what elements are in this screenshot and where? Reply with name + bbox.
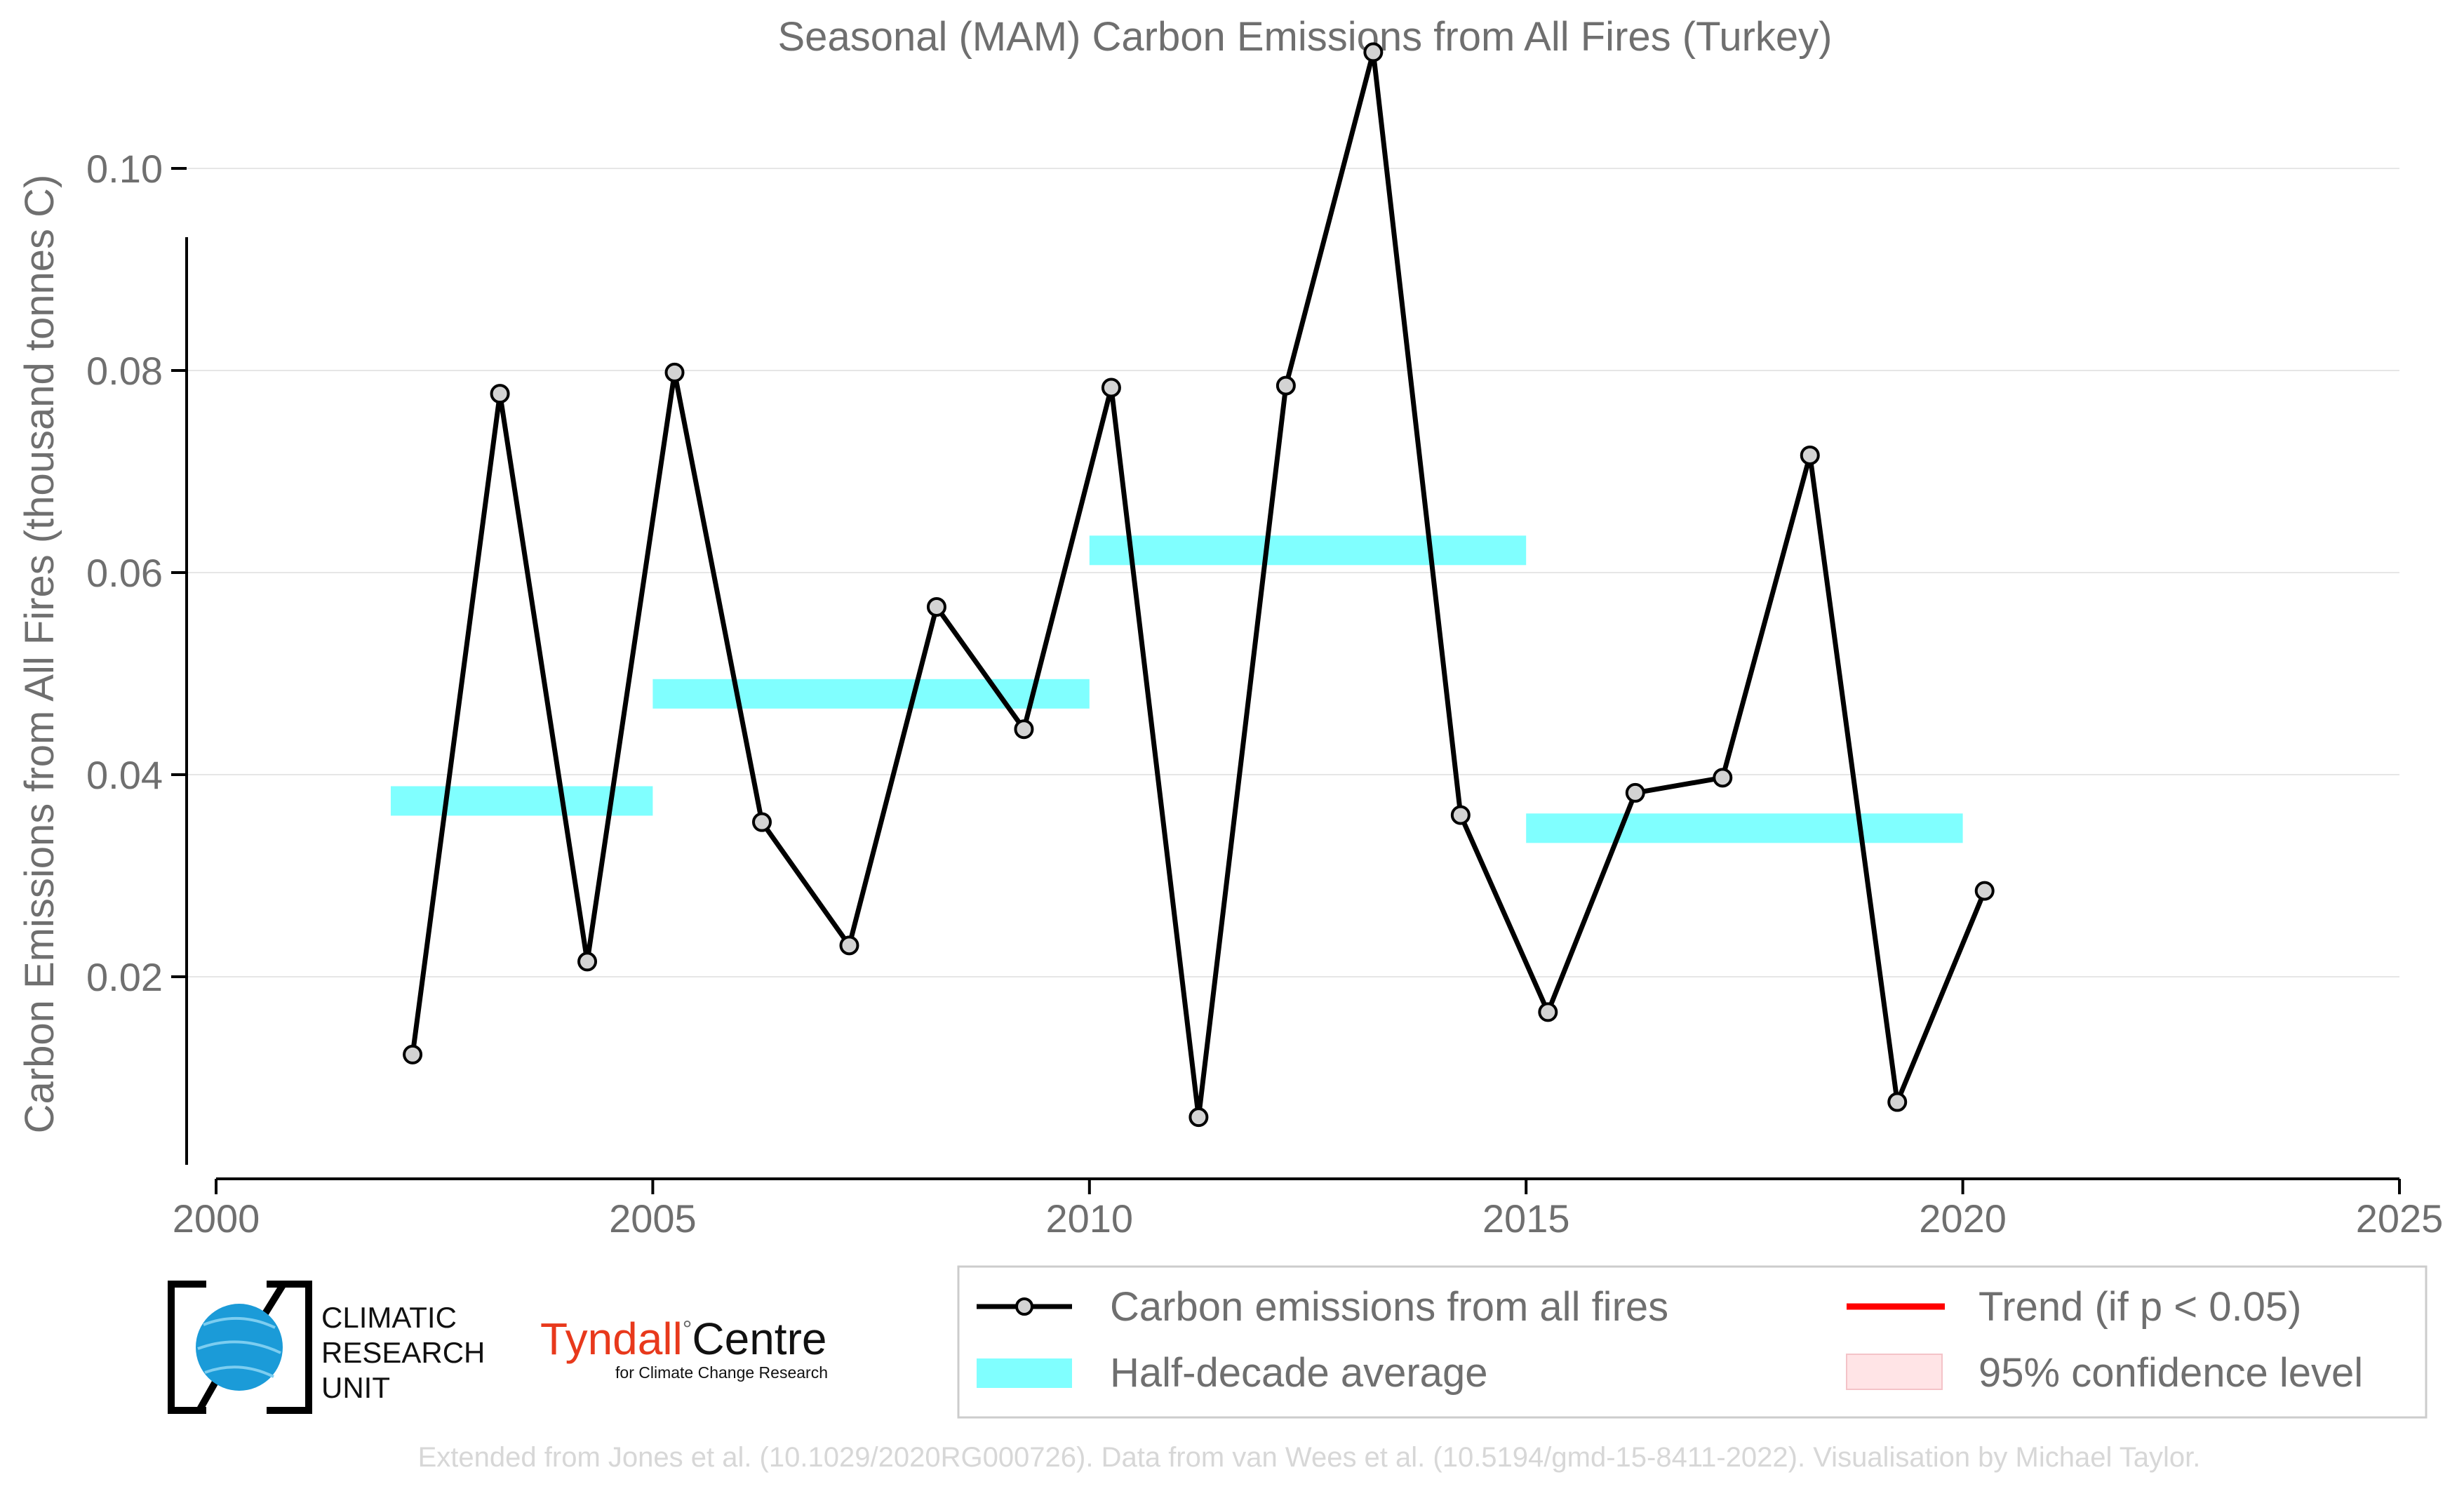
credit-footer: Extended from Jones et al. (10.1029/2020… — [418, 1442, 2201, 1473]
data-point — [403, 1044, 423, 1064]
y-axis-ticks: 0.02 0.04 0.06 0.08 0.10 — [86, 147, 187, 999]
y-tick-label: 0.04 — [86, 753, 163, 797]
legend-entry-emissions: Carbon emissions from all fires — [977, 1284, 1668, 1330]
data-point — [1275, 375, 1296, 396]
data-point — [490, 384, 510, 404]
legend-entry-confidence: 95% confidence level — [1846, 1350, 2363, 1396]
legend-entry-half-decade: Half-decade average — [977, 1350, 1487, 1396]
svg-text:Tyndall°Centre: Tyndall°Centre — [540, 1314, 826, 1364]
y-tick-label: 0.10 — [86, 147, 163, 191]
data-point — [839, 935, 859, 956]
grid-lines — [187, 168, 2399, 977]
x-tick-label: 2010 — [1046, 1196, 1134, 1241]
cru-logo-line-3: UNIT — [321, 1371, 390, 1404]
tyndall-logo-name: Tyndall — [540, 1314, 683, 1364]
data-point — [1713, 768, 1733, 788]
cru-logo-line-1: CLIMATIC — [321, 1301, 457, 1334]
cru-logo: CLIMATIC RESEARCH UNIT — [168, 1281, 485, 1414]
data-point — [752, 812, 772, 832]
legend-label-trend: Trend (if p < 0.05) — [1978, 1284, 2301, 1330]
y-axis-label: Carbon Emissions from All Fires (thousan… — [17, 175, 62, 1134]
emissions-line — [410, 49, 1987, 1120]
legend-label-emissions: Carbon emissions from all fires — [1110, 1284, 1668, 1330]
x-tick-label: 2005 — [609, 1196, 697, 1241]
legend-label-half-decade: Half-decade average — [1110, 1350, 1487, 1396]
half-decade-bar — [1526, 813, 1963, 843]
tyndall-logo: Tyndall°Centre for Climate Change Resear… — [540, 1314, 828, 1382]
y-tick-label: 0.06 — [86, 551, 163, 595]
chart-legend: Carbon emissions from all fires Trend (i… — [957, 1265, 2428, 1419]
legend-label-confidence: 95% confidence level — [1978, 1350, 2363, 1396]
x-tick-label: 2025 — [2356, 1196, 2444, 1241]
data-point — [1974, 881, 1995, 901]
data-point — [1887, 1092, 1908, 1112]
plot-area: 0.02 0.04 0.06 0.08 0.10 2000 2005 2010 2015 202… — [86, 42, 2444, 1241]
legend-emissions-marker — [1015, 1297, 1033, 1316]
data-point — [1800, 445, 1820, 465]
half-decade-bar — [652, 679, 1090, 709]
x-tick-label: 2020 — [1919, 1196, 2007, 1241]
y-tick-label: 0.02 — [86, 955, 163, 999]
legend-frame — [957, 1265, 2428, 1419]
x-axis-ticks: 2000 2005 2010 2015 2020 2025 — [173, 1179, 2444, 1241]
data-point — [1363, 42, 1384, 62]
legend-confidence-swatch — [1846, 1354, 1943, 1390]
chart-title: Seasonal (MAM) Carbon Emissions from All… — [778, 14, 1833, 60]
tyndall-logo-subtitle: for Climate Change Research — [615, 1363, 828, 1382]
legend-entry-trend: Trend (if p < 0.05) — [1847, 1284, 2301, 1330]
data-point — [1101, 378, 1121, 398]
data-point — [1014, 719, 1034, 740]
x-tick-label: 2015 — [1482, 1196, 1570, 1241]
tyndall-logo-centre: Centre — [692, 1314, 826, 1364]
emissions-series — [403, 42, 1995, 1128]
y-tick-label: 0.08 — [86, 349, 163, 393]
data-point — [926, 596, 946, 617]
tyndall-logo-degree: ° — [683, 1316, 692, 1343]
data-point — [1189, 1107, 1209, 1128]
data-point — [1625, 782, 1645, 803]
data-point — [577, 951, 598, 972]
data-point — [1538, 1002, 1558, 1022]
legend-half-decade-swatch — [977, 1358, 1072, 1388]
data-point — [1450, 805, 1471, 825]
cru-logo-line-2: RESEARCH — [321, 1336, 485, 1369]
x-tick-label: 2000 — [173, 1196, 260, 1241]
data-point — [664, 362, 685, 382]
half-decade-bands — [390, 535, 1963, 843]
half-decade-bar — [1089, 535, 1527, 566]
